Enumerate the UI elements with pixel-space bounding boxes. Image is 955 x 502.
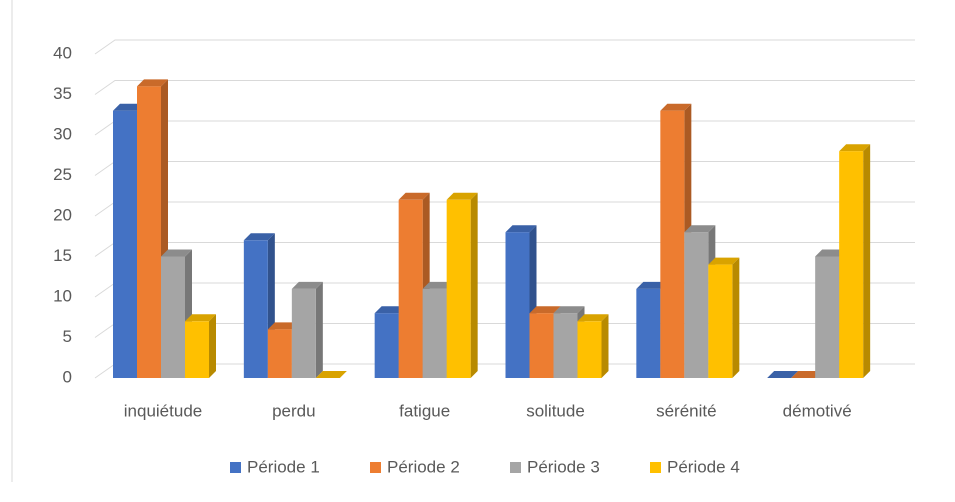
y-tick-label: 25: [53, 165, 72, 184]
bar-front: [243, 240, 268, 378]
bar-top: [529, 306, 561, 314]
x-tick-label: inquiétude: [124, 401, 202, 420]
y-tick-label: 0: [63, 367, 72, 386]
bar-front: [577, 321, 602, 378]
bar-top: [684, 225, 716, 233]
bar-front: [684, 232, 709, 378]
bar-top: [839, 144, 871, 152]
legend-swatch: [510, 462, 521, 473]
bar: [291, 281, 323, 378]
legend-swatch: [370, 462, 381, 473]
bar-top: [553, 306, 585, 314]
bar-side: [601, 314, 609, 378]
y-tick-label: 30: [53, 124, 72, 143]
bar-front: [446, 199, 471, 378]
bar-front: [422, 288, 447, 378]
x-tick-label: sérénité: [656, 401, 716, 420]
bar: [708, 257, 740, 378]
y-tick-label: 35: [53, 84, 72, 103]
bar-top: [243, 233, 275, 241]
bar-front: [267, 329, 292, 378]
bar-top: [185, 314, 216, 322]
bar-top: [161, 249, 192, 257]
legend-swatch: [230, 462, 241, 473]
bar: [839, 144, 871, 378]
bar: [315, 371, 347, 378]
bar-side: [470, 192, 478, 378]
bar-top: [398, 192, 430, 200]
bar-front: [636, 288, 661, 378]
x-tick-label: démotivé: [783, 401, 852, 420]
bar-front: [137, 86, 161, 379]
bar-front: [113, 110, 137, 378]
grid-line: [94, 161, 915, 176]
bar-top: [446, 192, 478, 200]
bar-top: [291, 281, 323, 289]
bar: [577, 314, 609, 378]
grid-line: [94, 80, 915, 95]
bar-front: [815, 256, 840, 378]
bar-top: [505, 225, 537, 233]
bar-front: [161, 256, 185, 378]
legend-label: Période 3: [527, 457, 600, 476]
bar-front: [708, 264, 733, 378]
legend-label: Période 2: [387, 457, 460, 476]
grid-line: [94, 323, 915, 338]
grid-line: [94, 282, 915, 298]
x-tick-label: fatigue: [399, 401, 450, 420]
bar-top: [137, 79, 168, 87]
bar-front: [505, 232, 530, 378]
bar-side: [863, 144, 871, 378]
bar-top: [815, 249, 847, 257]
x-tick-label: perdu: [272, 401, 315, 420]
legend-label: Période 1: [247, 457, 320, 476]
bar: [185, 314, 216, 378]
bar-top: [660, 103, 692, 111]
bar-side: [732, 257, 740, 378]
grid-line: [94, 201, 915, 217]
bar-top: [422, 281, 454, 289]
bar-front: [529, 313, 554, 378]
bar-front: [839, 151, 864, 378]
legend-label: Période 4: [667, 457, 740, 476]
legend-swatch: [650, 462, 661, 473]
y-tick-label: 40: [53, 43, 72, 62]
y-tick-label: 15: [53, 246, 72, 265]
bar: [791, 371, 823, 378]
y-tick-label: 20: [53, 205, 72, 224]
bar-top: [708, 257, 740, 265]
bar: [767, 371, 799, 378]
bar-front: [553, 313, 578, 378]
bar-top: [577, 314, 609, 322]
bar: [446, 192, 478, 378]
bar-front: [374, 313, 399, 378]
grid-line: [94, 120, 915, 136]
bar-side: [315, 281, 323, 378]
bar-front: [291, 288, 316, 378]
bar-top: [113, 103, 144, 111]
bar-top: [374, 306, 406, 314]
bar-front: [398, 199, 423, 378]
bar-top: [767, 371, 799, 378]
x-tick-label: solitude: [526, 401, 585, 420]
bar-front: [185, 321, 209, 378]
bar-top: [636, 281, 668, 289]
y-tick-label: 5: [63, 327, 72, 346]
grid-line: [94, 242, 915, 257]
y-tick-label: 10: [53, 286, 72, 305]
bar-top: [267, 322, 299, 330]
bar-side: [209, 314, 216, 378]
bar-front: [660, 110, 685, 378]
grid-line: [94, 39, 915, 55]
bar-top: [791, 371, 823, 378]
bar-top: [315, 371, 347, 378]
